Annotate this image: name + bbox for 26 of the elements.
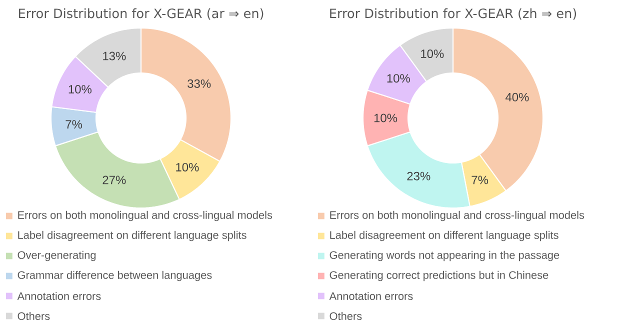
data-label: 10% <box>68 85 92 94</box>
data-label: 23% <box>407 172 430 180</box>
legend-label: Annotation errors <box>329 292 413 300</box>
legend-label: Errors on both monolingual and cross-lingual models <box>18 210 272 222</box>
chart-title: Error Distribution for X-GEAR (zh ⇒ en) <box>330 8 576 20</box>
data-label: 10% <box>387 74 410 83</box>
legend-label: Others <box>330 312 362 320</box>
chart-title: Error Distribution for X-GEAR (ar ⇒ en) <box>18 8 264 20</box>
data-label: 13% <box>103 52 126 60</box>
data-label: 10% <box>176 162 199 172</box>
data-label: 10% <box>421 50 444 58</box>
legend-label: Over-generating <box>18 250 96 262</box>
data-label: 10% <box>374 114 398 122</box>
legend-label: Errors on both monolingual and cross-lingual models <box>330 210 584 222</box>
legend-label: Grammar difference between languages <box>18 270 212 282</box>
data-label: 40% <box>505 92 529 102</box>
data-label: 27% <box>102 176 126 184</box>
legend-label: Annotation errors <box>17 292 101 300</box>
legend-label: Generating words not appearing in the passage <box>330 250 560 262</box>
data-label: 7% <box>66 120 82 129</box>
data-label: 7% <box>472 176 488 184</box>
data-label: 33% <box>188 79 211 88</box>
legend-label: Generating correct predictions but in Chinese <box>330 270 548 282</box>
legend-label: Others <box>18 312 50 320</box>
legend-label: Label disagreement on different language splits <box>18 230 246 242</box>
legend-label: Label disagreement on different language splits <box>330 230 558 242</box>
